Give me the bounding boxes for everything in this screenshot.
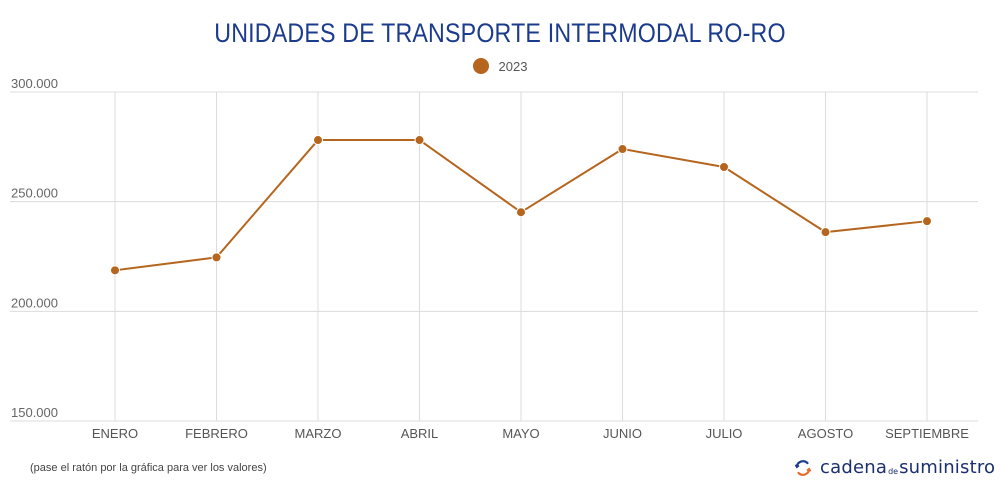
data-point-agosto[interactable] — [820, 227, 831, 238]
y-tick-label: 150.000 — [11, 405, 58, 420]
x-tick-label: ABRIL — [401, 426, 439, 441]
circular-arrows-logo-icon — [794, 459, 812, 476]
brand-text-suministro: suministro — [899, 457, 996, 478]
data-point-enero[interactable] — [110, 265, 120, 276]
brand-text-cadena: cadena — [820, 457, 888, 478]
legend-marker-icon — [472, 58, 489, 74]
data-point-septiembre[interactable] — [922, 216, 932, 227]
data-point-abril[interactable] — [414, 135, 425, 146]
y-tick-label: 250.000 — [11, 186, 58, 201]
x-tick-label: FEBRERO — [185, 426, 248, 441]
x-tick-label: JUNIO — [603, 426, 642, 441]
x-tick-label: MAYO — [502, 426, 539, 441]
x-tick-label: ENERO — [92, 426, 138, 441]
brand-text-de: de — [888, 467, 899, 476]
x-tick-label: MARZO — [295, 426, 342, 441]
hover-hint-note: (pase el ratón por la gráfica para ver l… — [30, 462, 267, 474]
legend-label[interactable]: 2023 — [498, 58, 528, 74]
data-point-febrero[interactable] — [211, 252, 222, 263]
x-tick-label: SEPTIEMBRE — [885, 426, 969, 441]
data-point-julio[interactable] — [719, 162, 729, 173]
x-axis-labels: ENERO FEBRERO MARZO ABRIL MAYO JUNIO JULIO AGOS… — [92, 426, 969, 441]
data-point-marzo[interactable] — [313, 135, 323, 146]
x-tick-label: AGOSTO — [798, 426, 853, 441]
y-axis-labels: 150.000 200.000 250.000 300.000 — [11, 76, 58, 420]
data-point-junio[interactable] — [617, 144, 628, 155]
data-point-mayo[interactable] — [516, 207, 526, 218]
grid — [10, 91, 978, 422]
chart-title: UNIDADES DE TRANSPORTE INTERMODAL RO-RO — [214, 18, 786, 48]
x-tick-label: JULIO — [706, 426, 743, 441]
series-2023 — [110, 135, 932, 276]
legend: 2023 — [0, 58, 1000, 74]
brand-logo: cadena de suministro — [794, 457, 995, 478]
y-tick-label: 300.000 — [11, 76, 58, 91]
y-tick-label: 200.000 — [11, 295, 58, 310]
